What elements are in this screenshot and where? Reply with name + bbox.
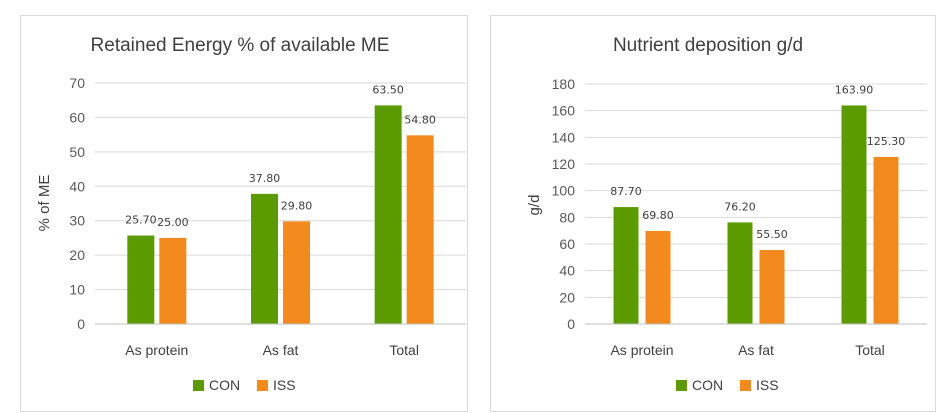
y-tick-label: 100 [552,183,576,199]
y-tick-label: 60 [69,109,85,125]
bar-con-total [841,105,867,324]
legend-swatch-con [193,380,204,391]
y-axis-label: g/d [526,195,543,216]
y-tick-label: 20 [69,247,85,263]
bar-iss-total [406,135,434,324]
y-tick-label: 140 [552,129,576,145]
legend-label-iss: ISS [756,377,779,393]
bar-iss-total [873,156,899,324]
bar-con-total [374,105,402,324]
data-label: 76.20 [724,200,756,213]
legend-swatch-con [676,380,687,391]
y-tick-label: 0 [567,316,575,332]
y-tick-label: 70 [69,75,85,91]
data-label: 55.50 [756,228,788,241]
y-tick-label: 160 [552,103,576,119]
legend-label-con: CON [692,377,723,393]
y-tick-label: 40 [69,178,85,194]
data-label: 69.80 [642,209,674,222]
category-label: Total [389,342,419,358]
chart-title: Retained Energy % of available ME [91,35,390,56]
y-tick-label: 180 [552,76,576,92]
chart-panel-nutrient-deposition: Nutrient deposition g/d 0 20 40 60 80 100 120 14… [490,15,936,412]
category-label: As fat [263,342,299,358]
bar-con-as-fat [251,193,278,324]
category-label: As protein [610,342,673,358]
data-label: 29.80 [281,199,313,212]
chart-title: Nutrient deposition g/d [613,35,803,56]
category-label: As fat [738,342,774,358]
y-tick-label: 20 [559,289,575,305]
data-label: 37.80 [249,172,281,185]
data-label: 163.90 [835,83,874,96]
y-tick-label: 40 [559,263,575,279]
chart-panel-retained-energy: Retained Energy % of available ME 0 10 20 30… [20,15,468,412]
category-label: Total [855,342,885,358]
bar-con-as-protein [613,207,639,324]
data-label: 63.50 [372,83,404,96]
bar-con-as-protein [127,235,155,324]
y-tick-label: 30 [69,213,85,229]
category-label: As protein [125,342,188,358]
legend-label-con: CON [209,377,240,393]
legend-swatch-iss [740,380,751,391]
bar-iss-as-protein [645,230,671,324]
data-label: 87.70 [610,185,642,198]
bar-iss-as-fat [283,221,310,324]
data-label: 25.70 [125,214,157,227]
y-tick-label: 120 [552,156,576,172]
bar-iss-as-fat [759,250,785,324]
y-tick-label: 10 [69,282,85,298]
y-tick-label: 80 [559,209,575,225]
legend-swatch-iss [257,380,268,391]
y-tick-label: 60 [559,236,575,252]
chart-nutrient-deposition: Nutrient deposition g/d 0 20 40 60 80 100 120 14… [526,35,927,393]
data-label: 54.80 [404,113,436,126]
bar-iss-as-protein [159,237,187,324]
bar-con-as-fat [727,222,753,324]
y-tick-label: 50 [69,144,85,160]
y-tick-label: 0 [77,316,85,332]
y-axis-label: % of ME [36,175,53,232]
data-label: 125.30 [867,135,906,148]
data-label: 25.00 [157,216,189,229]
chart-retained-energy: Retained Energy % of available ME 0 10 20 30… [36,35,466,393]
legend-label-iss: ISS [273,377,296,393]
